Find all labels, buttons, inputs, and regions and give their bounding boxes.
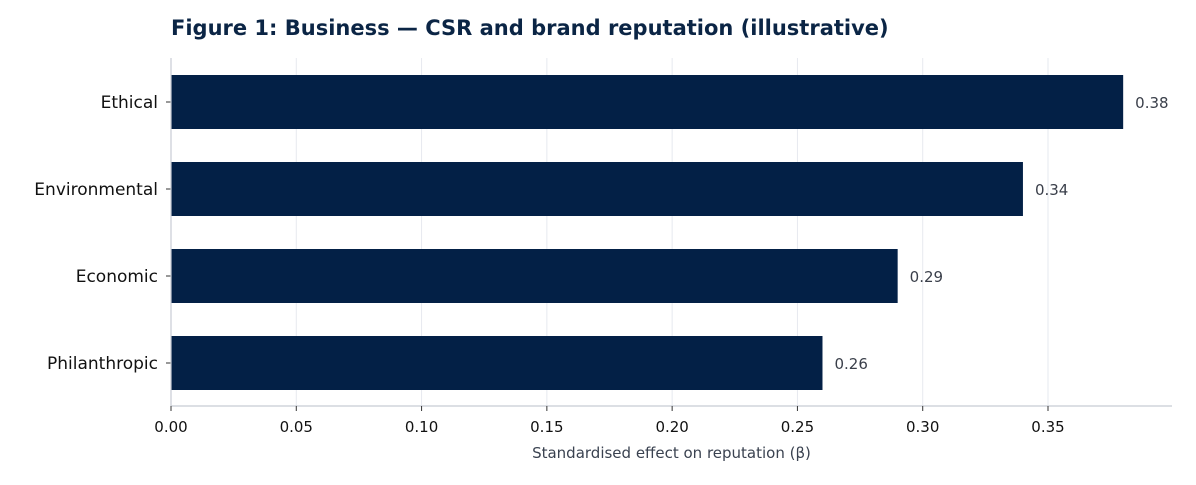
bar <box>171 249 898 303</box>
x-axis-label: Standardised effect on reputation (β) <box>532 444 811 462</box>
value-label: 0.38 <box>1135 94 1168 112</box>
value-label: 0.34 <box>1035 181 1068 199</box>
value-label: 0.26 <box>834 355 867 373</box>
labels: Ethical 0.38 Environmental 0.34 Economic 0.29… <box>34 93 1168 462</box>
category-label: Environmental <box>34 180 158 200</box>
x-tick-label: 0.00 <box>154 418 187 436</box>
axes <box>166 58 1172 411</box>
category-label: Ethical <box>101 93 158 113</box>
chart-title: Figure 1: Business — CSR and brand reput… <box>171 16 889 40</box>
x-tick-label: 0.30 <box>906 418 939 436</box>
x-tick-label: 0.35 <box>1031 418 1064 436</box>
x-tick-label: 0.25 <box>781 418 814 436</box>
bar <box>171 336 823 390</box>
bar <box>171 162 1023 216</box>
category-label: Philanthropic <box>47 354 158 374</box>
category-label: Economic <box>76 267 158 287</box>
x-tick-label: 0.10 <box>405 418 438 436</box>
bar <box>171 75 1124 129</box>
x-tick-label: 0.05 <box>280 418 313 436</box>
bars <box>171 75 1124 390</box>
x-tick-label: 0.20 <box>655 418 688 436</box>
value-label: 0.29 <box>910 268 943 286</box>
x-tick-label: 0.15 <box>530 418 563 436</box>
